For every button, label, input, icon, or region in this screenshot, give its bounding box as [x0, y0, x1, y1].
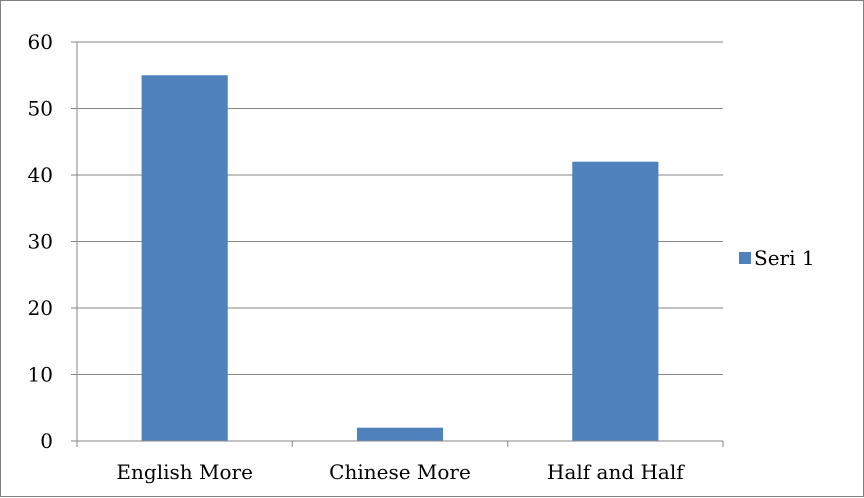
legend-label: Seri 1 [754, 246, 815, 270]
legend-swatch [739, 252, 751, 264]
y-tick-labels: 0 10 20 30 40 50 60 [28, 30, 53, 453]
axes [71, 41, 724, 447]
x-category-label: Half and Half [547, 460, 685, 484]
bar [356, 427, 444, 441]
x-category-label: Chinese More [329, 460, 471, 484]
bars [141, 75, 659, 441]
x-category-labels: English More Chinese More Half and Half [116, 460, 685, 484]
bar [572, 161, 659, 441]
y-tick-label: 20 [28, 296, 53, 320]
y-tick-label: 60 [28, 30, 53, 54]
y-tick-label: 0 [40, 429, 53, 453]
bar [141, 75, 228, 441]
x-category-label: English More [116, 460, 253, 484]
y-tick-label: 50 [28, 97, 53, 121]
y-tick-label: 30 [28, 230, 53, 254]
legend: Seri 1 [739, 246, 815, 270]
y-tick-label: 10 [28, 363, 53, 387]
y-tick-label: 40 [28, 163, 53, 187]
